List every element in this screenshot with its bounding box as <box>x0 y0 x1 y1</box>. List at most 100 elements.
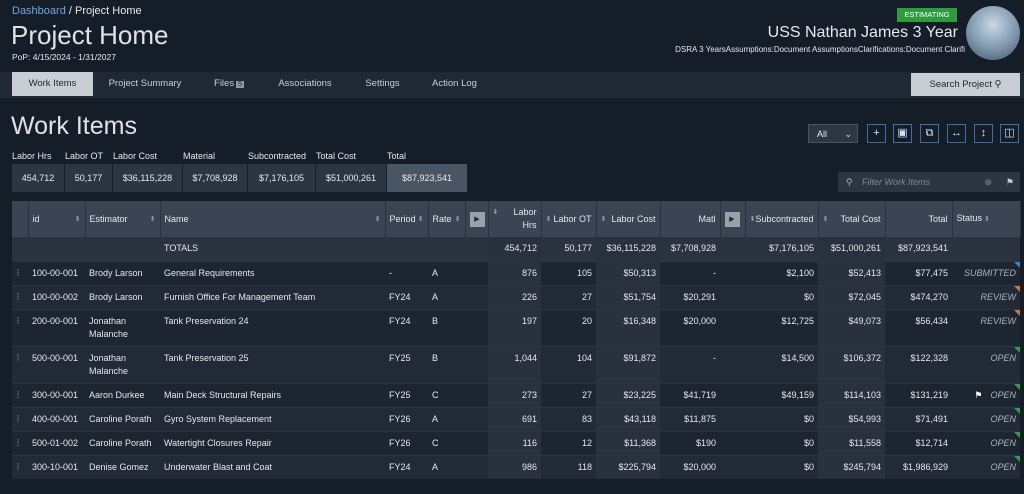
search-button[interactable]: Search Project ⚲ <box>911 73 1020 96</box>
cell: OPEN <box>952 431 1020 456</box>
cell: Aaron Durkee <box>85 383 160 408</box>
tab[interactable]: Associations <box>261 72 349 96</box>
tab[interactable]: Settings <box>349 72 416 96</box>
drag-handle[interactable]: ⠇ <box>12 309 28 347</box>
work-item-row[interactable]: ⠇ 200-00-001 Jonathan Malanche Tank Preserv… <box>12 309 1020 347</box>
cell-text: - <box>713 268 716 278</box>
work-item-row[interactable]: ⠇ 100-00-002 Brody Larson Furnish Office Fo… <box>12 285 1020 310</box>
column-header[interactable]: ⬍ Period <box>385 201 429 237</box>
cell-text: $0 <box>803 414 814 424</box>
column-header[interactable]: ⬍ Labor Hrs <box>488 201 542 237</box>
filter-input[interactable]: ⚲ Filter Work Items ⊗ ⚑ <box>838 172 1020 192</box>
work-item-row[interactable]: ⠇ 100-00-001 Brody Larson General Requireme… <box>12 261 1020 286</box>
breadcrumb-link[interactable]: Dashboard <box>12 5 66 17</box>
cell-text: OPEN <box>990 390 1016 400</box>
cell-text: 300-00-001 <box>32 390 79 400</box>
work-item-row[interactable]: ⠇ 500-00-001 Jonathan Malanche Tank Preserv… <box>12 346 1020 384</box>
cell-text: $16,348 <box>623 316 656 326</box>
tab[interactable]: Project Summary <box>93 72 197 96</box>
spacer-cell <box>720 431 745 456</box>
column-header[interactable]: ⬍ Labor Cost <box>596 201 661 237</box>
expand-button[interactable]: ▶ <box>724 211 740 227</box>
drag-handle[interactable]: ⠇ <box>12 455 28 479</box>
column-header[interactable]: ⬍ Rate <box>428 201 466 237</box>
cell-text: $131,219 <box>910 390 948 400</box>
tab-label: Work Items <box>28 78 77 89</box>
column-header[interactable]: Status ⬍ <box>952 201 1021 237</box>
cell-text: $43,118 <box>624 414 656 424</box>
drag-handle[interactable]: ⠇ <box>12 285 28 310</box>
layout-button[interactable]: ◫ <box>1000 124 1019 143</box>
cell: FY24 <box>385 285 428 310</box>
cell-text: $225,794 <box>618 462 656 472</box>
cell-text: General Requirements <box>164 268 255 278</box>
cell-text: - <box>389 268 392 278</box>
column-header[interactable]: ⬍ Name <box>160 201 386 237</box>
drag-handle[interactable]: ⠇ <box>12 431 28 456</box>
cell-text: 500-00-001 <box>32 353 79 363</box>
header-cell: ▶ <box>720 201 746 237</box>
expand-height-button[interactable]: ↕ <box>974 124 993 143</box>
column-header[interactable]: ⬍ Subcontracted <box>745 201 819 237</box>
spacer-cell <box>720 285 745 310</box>
cell: FY26 <box>385 431 428 456</box>
work-item-row[interactable]: ⠇ 300-10-001 Denise Gomez Underwater Blast … <box>12 455 1020 479</box>
cell-text: Main Deck Structural Repairs <box>164 390 282 400</box>
drag-handle[interactable]: ⠇ <box>12 407 28 432</box>
column-label: id <box>32 213 40 224</box>
cell: A <box>428 261 465 286</box>
cell-text: 986 <box>521 462 537 472</box>
tri <box>1014 384 1020 390</box>
column-header[interactable]: ⬍ Total Cost <box>818 201 886 237</box>
save-button[interactable]: ▣ <box>893 124 912 143</box>
tab[interactable]: Action Log <box>416 72 493 96</box>
work-item-row[interactable]: ⠇ 300-00-001 Aaron Durkee Main Deck Structu… <box>12 383 1020 408</box>
status-badge: ESTIMATING <box>897 8 957 22</box>
cell-text: 300-10-001 <box>32 462 79 472</box>
column-label: Name <box>164 213 189 224</box>
drag-handle[interactable]: ⠇ <box>12 383 28 408</box>
totals-cell <box>465 237 488 262</box>
cell: $0 <box>745 285 818 310</box>
tri <box>1014 262 1020 268</box>
copy-button[interactable]: ⧉ <box>920 124 939 143</box>
drag-handle[interactable]: ⠇ <box>12 346 28 384</box>
totals-value: 50,177 <box>564 243 592 253</box>
cell-text: 200-00-001 <box>32 316 79 326</box>
add-button[interactable]: + <box>867 124 886 143</box>
filter-select[interactable]: All ⌄ <box>808 124 858 143</box>
column-header[interactable]: Matl <box>660 201 721 237</box>
spacer-cell <box>465 285 488 310</box>
cell: Denise Gomez <box>85 455 160 479</box>
sort-icon: ⬍ <box>74 215 81 223</box>
work-item-row[interactable]: ⠇ 500-01-002 Caroline Porath Watertight Clo… <box>12 431 1020 456</box>
breadcrumb-current: Project Home <box>75 5 142 17</box>
drag-handle[interactable]: ⠇ <box>12 261 28 286</box>
column-header[interactable]: Total <box>885 201 953 237</box>
totals-value: 454,712 <box>504 243 537 253</box>
column-header[interactable]: ⬍ Estimator <box>85 201 161 237</box>
cell: C <box>428 431 465 456</box>
sort-icon: ⬍ <box>545 215 552 223</box>
sort-icon: ⬍ <box>417 215 424 223</box>
tab[interactable]: Files 5 <box>197 72 261 96</box>
work-item-row[interactable]: ⠇ 400-00-001 Caroline Porath Gyro System Re… <box>12 407 1020 432</box>
expand-button[interactable]: ▶ <box>469 211 485 227</box>
column-header[interactable]: ⬍ Labor OT <box>541 201 597 237</box>
totals-value: $51,000,261 <box>830 243 881 253</box>
summary-label: Labor OT <box>65 151 104 161</box>
cell: $56,434 <box>885 309 952 347</box>
column-header[interactable]: ⬍ id <box>28 201 86 237</box>
sort-icon: ⬍ <box>982 216 990 223</box>
cell: $52,413 <box>818 261 885 286</box>
cell: 500-01-002 <box>28 431 85 456</box>
expand-width-button[interactable]: ↔ <box>947 124 966 143</box>
header-cell: ▶ <box>465 201 489 237</box>
cell-text: 12 <box>581 438 592 448</box>
totals-cell <box>28 237 85 262</box>
tab[interactable]: Work Items <box>12 72 93 96</box>
cell-text: 876 <box>521 268 537 278</box>
cell-text: $77,475 <box>915 268 948 278</box>
tri <box>1014 432 1020 438</box>
cell: Brody Larson <box>85 285 160 310</box>
